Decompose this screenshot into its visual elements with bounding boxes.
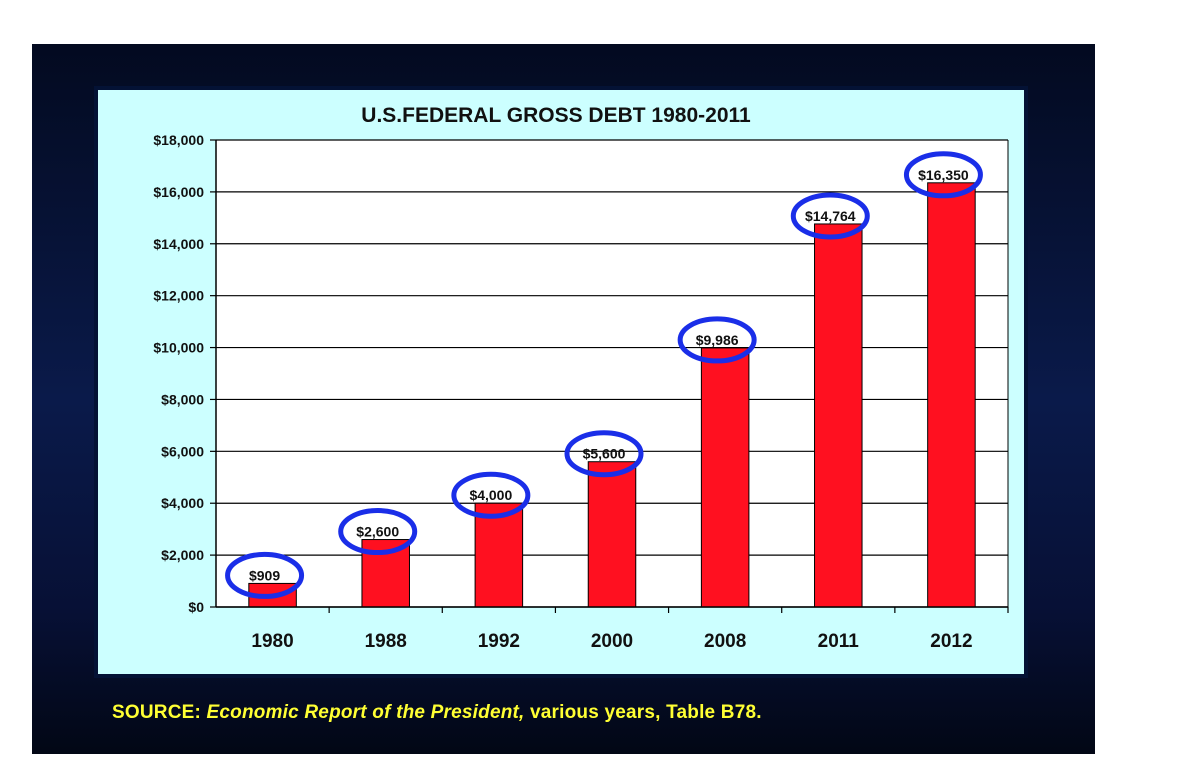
x-tick-label: 1980 [251,631,293,652]
data-label: $9,986 [696,332,739,348]
data-label-circle [790,192,870,240]
bar [814,223,863,608]
y-tick-label: $4,000 [161,495,204,511]
bar-chart: U.S.FEDERAL GROSS DEBT 1980-2011 $909 $2,… [153,104,1009,652]
x-tick-label: 2008 [704,631,746,652]
y-tick-label: $14,000 [153,236,204,252]
source-report-title: Economic Report of the President, [206,702,525,723]
y-tick-label: $8,000 [161,391,204,407]
chart-panel: U.S.FEDERAL GROSS DEBT 1980-2011 $909 $2,… [94,86,1028,678]
data-label-circle [564,430,644,478]
bar [474,502,524,608]
source-note: SOURCE: Economic Report of the President… [112,702,762,724]
x-tick-label: 1988 [365,631,407,652]
y-tick-label: $10,000 [153,340,204,356]
y-tick-label: $2,000 [161,547,204,563]
source-prefix: SOURCE: [112,702,202,723]
y-tick-label: $18,000 [153,132,204,148]
data-label-circle [903,151,983,199]
data-label: $4,000 [469,487,512,503]
y-tick-label: $16,000 [153,184,204,200]
bar [700,347,750,608]
chart-title: U.S.FEDERAL GROSS DEBT 1980-2011 [361,104,751,127]
data-label: $2,600 [356,524,399,540]
data-label: $909 [249,567,280,583]
data-label-circle [225,551,305,599]
data-label: $14,764 [805,208,856,224]
data-label-circle [677,316,757,364]
x-tick-label: 1992 [478,631,520,652]
data-label: $5,600 [583,446,626,462]
bar [927,182,976,608]
data-label: $16,350 [918,167,969,183]
source-suffix: various years, Table B78. [530,702,762,723]
y-tick-label: $6,000 [161,443,204,459]
slide-background: U.S.FEDERAL GROSS DEBT 1980-2011 $909 $2,… [32,44,1095,754]
x-tick-label: 2011 [818,631,860,652]
x-tick-label: 2000 [591,631,633,652]
data-label-circle [338,508,418,556]
y-tick-label: $12,000 [153,288,204,304]
data-label-circle [451,471,531,519]
x-tick-label: 2012 [930,631,972,652]
y-tick-label: $0 [188,599,204,615]
bar [587,461,637,608]
